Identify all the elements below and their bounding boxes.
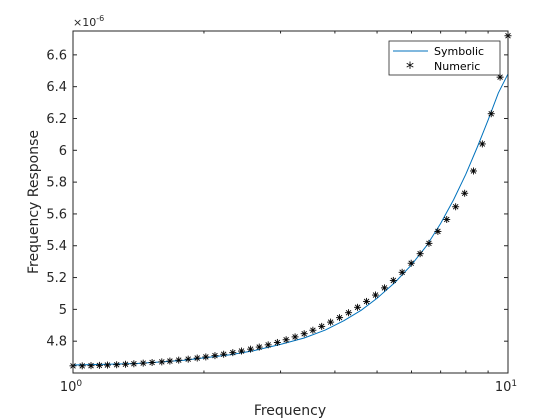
series-numeric-point xyxy=(202,353,210,361)
series-numeric-point xyxy=(158,358,166,366)
legend-box xyxy=(388,40,501,76)
series-numeric-point xyxy=(113,361,121,369)
series-numeric-point xyxy=(469,167,477,175)
y-tick-label: 5.6 xyxy=(46,207,67,222)
y-tick-label: 5 xyxy=(59,303,67,318)
series-numeric-point xyxy=(300,330,308,338)
x-axis-label: Frequency xyxy=(254,403,326,419)
series-numeric-point xyxy=(103,361,111,369)
series-numeric-point xyxy=(130,360,138,368)
x-tick-label: 101 xyxy=(495,379,517,395)
series-numeric-point xyxy=(175,356,183,364)
series-numeric-point xyxy=(461,189,469,197)
series-numeric-point xyxy=(487,110,495,118)
series-numeric-point xyxy=(121,360,129,368)
series-numeric-point xyxy=(425,239,433,247)
series-numeric-point xyxy=(318,322,326,330)
series-numeric-point xyxy=(238,347,246,355)
series-numeric-point xyxy=(416,250,424,258)
series-numeric-point xyxy=(229,349,237,357)
legend-numeric-label: Numeric xyxy=(434,60,480,73)
series-numeric-point xyxy=(363,297,371,305)
series-numeric-point xyxy=(247,345,255,353)
plot-area xyxy=(73,31,508,373)
x-tick-base: 10 xyxy=(60,380,77,395)
y-tick-label: 6.2 xyxy=(46,112,67,127)
series-numeric-point xyxy=(78,362,86,370)
x-tick-label: 100 xyxy=(60,379,83,395)
y-tick-label: 5.8 xyxy=(46,176,67,191)
y-tick-label: 6.6 xyxy=(46,48,67,63)
y-axis-label: Frequency Response xyxy=(26,130,42,274)
series-numeric-point xyxy=(443,216,451,223)
series-numeric-point xyxy=(184,355,192,363)
series-numeric-point xyxy=(291,333,299,341)
y-tick-label: 5.2 xyxy=(46,271,67,286)
series-numeric-point xyxy=(452,203,460,211)
series-numeric-point xyxy=(372,291,380,299)
y-tick-label: 6 xyxy=(59,144,67,159)
legend-numeric-marker: * xyxy=(406,58,414,77)
series-numeric-point xyxy=(255,343,263,351)
series-numeric-point xyxy=(193,354,201,362)
y-tick-label: 6.4 xyxy=(46,80,67,95)
series-numeric-point xyxy=(434,227,442,235)
series-numeric-point xyxy=(345,309,353,317)
series-numeric-point xyxy=(327,318,335,326)
series-numeric-point xyxy=(211,352,219,360)
series-numeric-point xyxy=(389,276,397,284)
legend: Symbolic * Numeric xyxy=(388,40,501,77)
series-numeric-point xyxy=(354,303,362,311)
series-numeric-point xyxy=(336,314,344,322)
series-numeric-point xyxy=(407,259,415,267)
legend-symbolic-label: Symbolic xyxy=(434,45,484,58)
series-numeric-point xyxy=(95,361,103,369)
series-numeric-point xyxy=(380,284,388,292)
series-numeric-point xyxy=(148,359,156,366)
series-numeric-point xyxy=(166,357,174,365)
x-tick-exponent: 1 xyxy=(511,379,517,389)
series-numeric-point xyxy=(282,336,290,344)
series-numeric-point xyxy=(264,341,272,349)
plot-frame xyxy=(72,30,509,374)
series-numeric-point xyxy=(398,268,406,276)
y-tick-label: 5.4 xyxy=(46,239,67,254)
x-tick-base: 10 xyxy=(495,380,512,395)
y-multiplier-label: ×10-6 xyxy=(73,14,104,29)
series-numeric-point xyxy=(87,362,95,370)
series-numeric-point xyxy=(273,338,281,346)
y-tick-label: 4.8 xyxy=(46,335,67,350)
x-tick-exponent: 0 xyxy=(76,379,82,389)
series-numeric-point xyxy=(309,326,317,334)
series-numeric-point xyxy=(139,359,147,367)
series-numeric-point xyxy=(478,140,486,148)
series-numeric-point xyxy=(220,350,228,358)
